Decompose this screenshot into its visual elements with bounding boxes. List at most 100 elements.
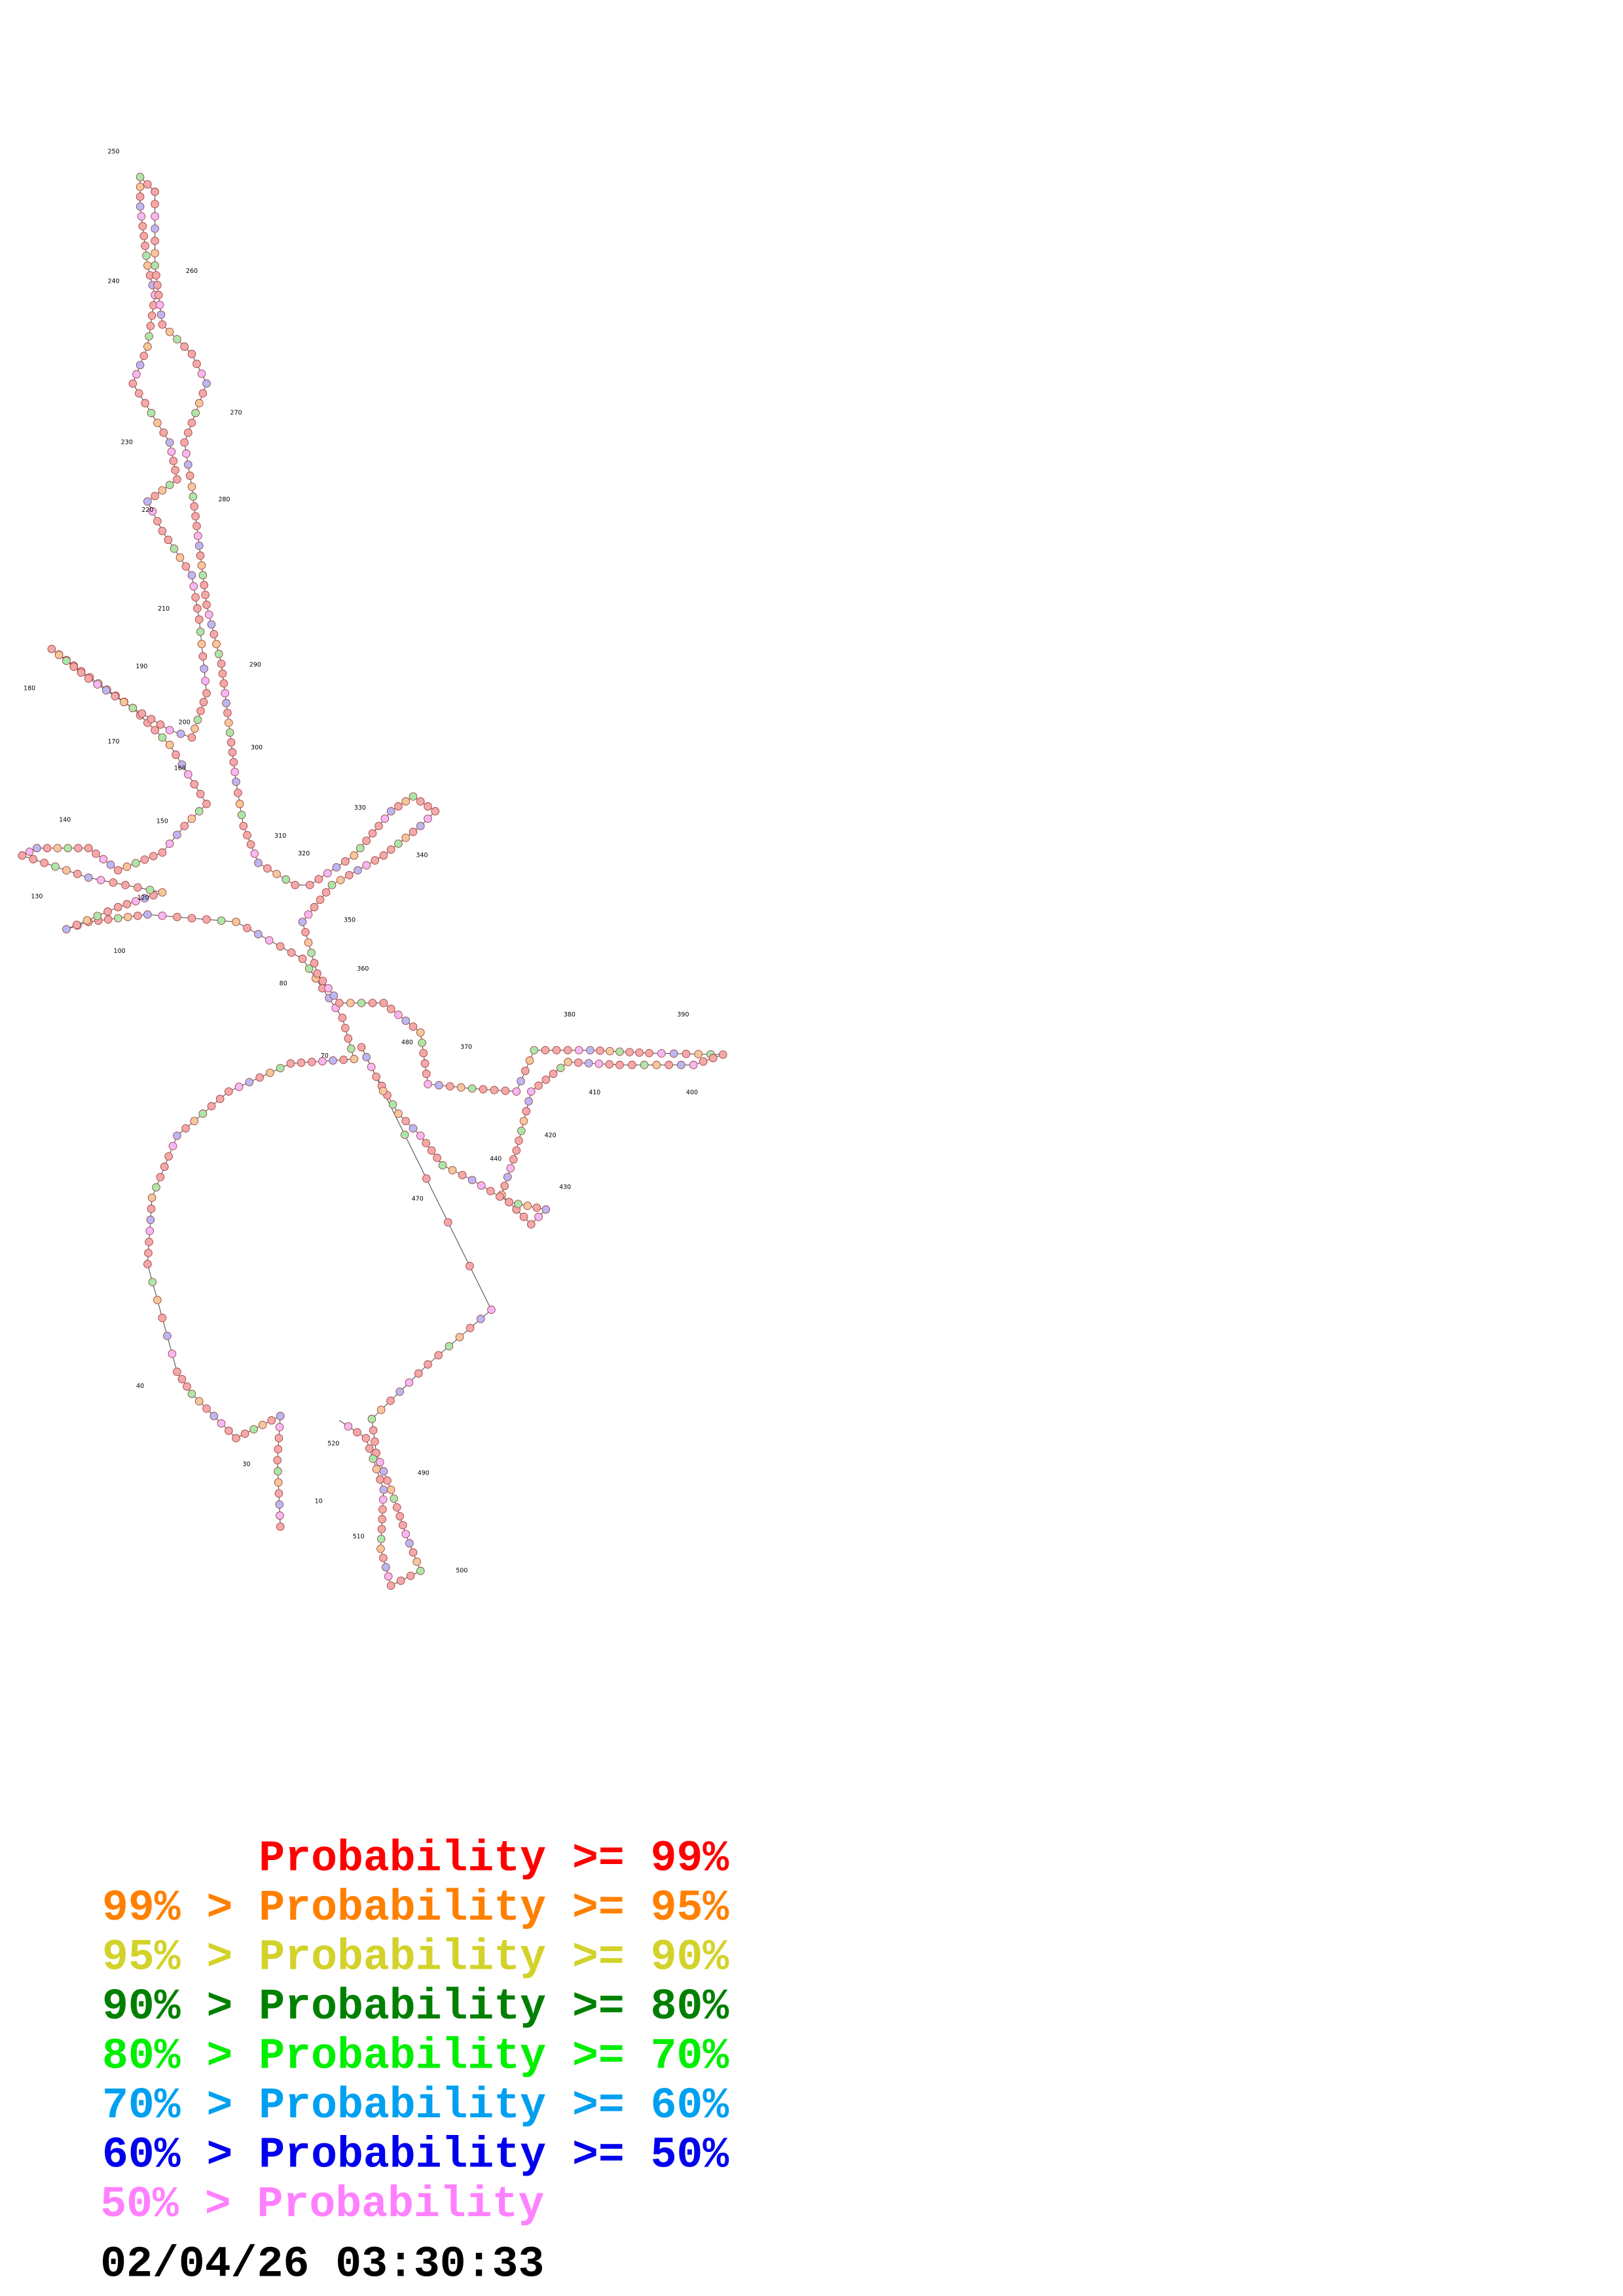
nucleotide — [158, 320, 167, 329]
nucleotide — [18, 851, 27, 860]
position-label: 330 — [354, 804, 366, 812]
nucleotide — [336, 876, 345, 884]
nucleotide — [519, 1212, 528, 1221]
nucleotide — [173, 1131, 181, 1140]
nucleotide — [367, 1062, 376, 1071]
nucleotide — [212, 639, 221, 649]
nucleotide — [512, 1146, 521, 1155]
nucleotide — [187, 350, 196, 359]
position-label: 310 — [274, 833, 286, 840]
nucleotide — [329, 1056, 337, 1065]
nucleotide — [187, 418, 196, 427]
nucleotide — [512, 1087, 521, 1096]
nucleotide — [173, 912, 181, 922]
nucleotide — [172, 750, 180, 759]
position-label: 440 — [490, 1156, 501, 1163]
nucleotide — [416, 1028, 425, 1037]
nucleotide — [124, 912, 132, 922]
nucleotide — [84, 674, 93, 683]
nucleotide — [376, 1534, 386, 1543]
nucleotide — [193, 604, 202, 613]
nucleotide — [445, 1342, 454, 1351]
nucleotide — [263, 864, 272, 873]
nucleotide — [418, 1039, 426, 1047]
nucleotide — [168, 1141, 177, 1151]
nucleotide — [416, 821, 425, 831]
position-label: 150 — [156, 818, 168, 825]
nucleotide — [184, 428, 192, 437]
nucleotide — [47, 645, 56, 653]
nucleotide — [152, 1183, 160, 1192]
nucleotide — [217, 659, 226, 668]
nucleotide — [194, 615, 204, 624]
nucleotide — [386, 845, 395, 854]
nucleotide — [401, 1530, 410, 1539]
nucleotide — [198, 389, 208, 398]
nucleotide — [229, 758, 238, 766]
position-label: 70 — [321, 1052, 329, 1060]
nucleotide — [527, 1220, 536, 1229]
nucleotide — [96, 876, 105, 884]
nucleotide — [240, 1429, 249, 1438]
nucleotide — [446, 1082, 454, 1091]
nucleotide — [362, 836, 371, 845]
nucleotide — [175, 553, 185, 562]
nucleotide — [424, 1360, 432, 1369]
nucleotide — [496, 1192, 504, 1201]
nucleotide — [412, 1557, 421, 1566]
nucleotide — [153, 281, 162, 290]
nucleotide — [424, 802, 432, 811]
nucleotide — [422, 1069, 431, 1078]
position-label: 510 — [353, 1534, 365, 1541]
nucleotide — [503, 1173, 512, 1181]
position-label: 500 — [456, 1567, 467, 1574]
nucleotide — [202, 799, 211, 808]
nucleotide — [509, 1155, 518, 1164]
nucleotide — [552, 1046, 561, 1054]
nucleotide — [158, 911, 167, 920]
nucleotide — [180, 438, 189, 447]
nucleotide — [392, 1503, 401, 1512]
nucleotide — [201, 590, 210, 600]
nucleotide — [400, 1130, 409, 1139]
nucleotide — [207, 1102, 216, 1111]
nucleotide — [109, 878, 118, 887]
nucleotide — [147, 1193, 156, 1202]
nucleotide — [196, 551, 205, 560]
nucleotide — [136, 202, 145, 211]
nucleotide — [200, 581, 209, 590]
nucleotide — [147, 1204, 156, 1213]
legend-entry: 60% > Probability >= 50% — [102, 2131, 729, 2180]
nucleotide — [198, 652, 208, 661]
nucleotide — [455, 1333, 464, 1342]
nucleotide — [515, 1136, 523, 1145]
nucleotide — [694, 1050, 703, 1058]
nucleotide — [103, 907, 112, 916]
position-label: 360 — [357, 965, 369, 973]
nucleotide — [139, 232, 149, 240]
nucleotide — [409, 1548, 418, 1557]
nucleotide — [350, 851, 359, 860]
nucleotide — [379, 1485, 388, 1494]
nucleotide — [401, 797, 410, 806]
nucleotide — [232, 778, 240, 786]
nucleotide — [345, 870, 354, 880]
nucleotide — [378, 1505, 387, 1514]
nucleotide — [149, 852, 158, 861]
nucleotide — [176, 729, 185, 738]
nucleotide — [182, 449, 191, 458]
nucleotide — [40, 859, 48, 867]
nucleotide — [386, 1005, 395, 1013]
nucleotide — [682, 1049, 691, 1058]
nucleotide — [180, 821, 189, 831]
nucleotide — [143, 1260, 152, 1268]
nucleotide — [718, 1050, 727, 1059]
nucleotide — [374, 821, 383, 831]
nucleotide — [196, 627, 205, 636]
nucleotide — [165, 438, 174, 447]
nucleotide — [395, 1387, 405, 1396]
nucleotide — [237, 810, 246, 819]
structure — [18, 173, 727, 1590]
nucleotide — [169, 456, 178, 465]
position-label: 390 — [677, 1011, 689, 1018]
